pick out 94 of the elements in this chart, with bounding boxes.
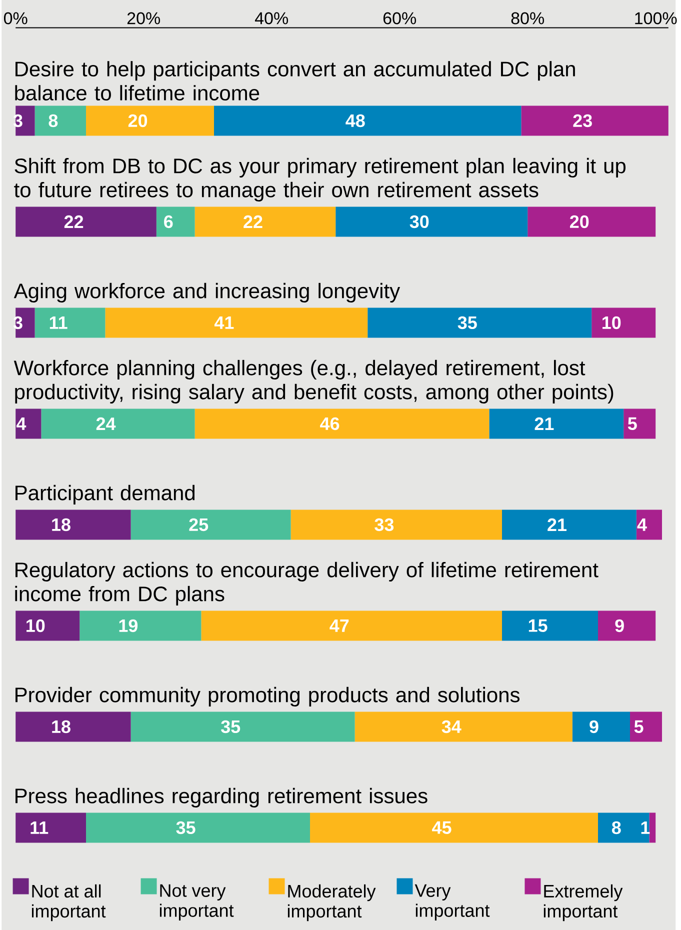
y-tick-label: Press headlines regarding retirement issues [16,788,428,808]
bar [130,712,355,742]
bar [368,308,592,338]
bar [502,510,637,540]
bar [624,408,656,439]
x-tick-label: 20% [128,12,160,24]
bar [201,610,502,641]
data-label: 30 [410,215,429,228]
data-label: 4 [637,518,648,531]
data-label: 35 [458,316,478,330]
y-tick-label: Aging workforce and increasing longevity [14,282,400,303]
data-label: 8 [48,114,58,128]
data-label: 20 [570,215,589,228]
data-label: 23 [573,114,592,128]
data-label: 34 [442,720,462,734]
legend-label: Not very important [160,884,234,921]
x-tick-label: 40% [255,12,288,24]
legend-label: Moderately important [288,884,376,922]
data-label: 22 [244,215,262,228]
y-tick-label: Provider community promoting products and solutions [16,686,520,707]
legend-label: Not at all important [32,884,106,922]
bar [310,812,598,843]
data-label: 9 [590,720,599,734]
bar [214,106,522,136]
bar [336,206,528,237]
bar [572,712,630,742]
bar [86,812,310,843]
data-label: 35 [221,720,240,734]
bar [16,206,157,237]
bar [354,712,573,742]
data-label: 5 [628,417,638,430]
y-tick-label: Shift from DB to DC as your primary retirement plan leaving it up to future retirees to manage their own retirement assets [14,158,626,202]
bar [34,106,86,136]
bar [489,408,624,439]
data-label: 33 [374,518,394,532]
bar [194,206,336,237]
x-tick-label: 80% [511,12,544,24]
bar [16,510,131,540]
bar [598,610,656,641]
data-label: 10 [26,619,45,632]
bar [630,712,662,742]
bar [41,408,195,439]
data-label: 18 [52,518,71,532]
data-label: 5 [634,720,644,733]
data-label: 35 [176,821,196,834]
data-label: 22 [64,215,84,228]
bar [528,206,656,237]
bar [592,308,656,338]
bar [598,812,650,843]
data-label: 46 [320,417,340,430]
data-label: 47 [330,620,349,632]
bar [156,206,195,237]
bar [105,308,368,338]
data-label: 4 [16,418,26,430]
data-label: 18 [52,720,71,734]
bar [130,510,291,540]
legend-label: Very important [414,884,490,921]
bar [502,610,598,641]
data-label: 41 [214,316,234,329]
data-label: 48 [346,114,366,128]
data-label: 19 [119,619,138,632]
bar [290,510,502,540]
bar [16,408,42,439]
bar [86,106,214,136]
legend-label: Extremely important [544,884,623,922]
bar [16,812,86,843]
y-tick-label: Workforce planning challenges (e.g., delayed retirement, lost productivity, rising salary and benefit costs, among other points) [14,360,614,404]
data-label: 11 [50,316,68,329]
data-label: 24 [96,417,116,430]
bar [34,308,106,338]
x-tick-label: 60% [384,12,416,24]
data-label: 21 [548,518,567,531]
bar [636,510,662,540]
bar [194,408,490,439]
x-tick-label: 0% [4,12,28,24]
y-tick-label: Regulatory actions to encourage delivery of lifetime retirement income from DC plans [15,562,598,606]
bar [521,106,669,136]
bar [16,712,131,742]
bar [80,610,202,641]
x-tick-label: 100% [635,12,677,24]
data-label: 9 [615,619,624,632]
data-label: 11 [30,822,48,834]
data-label: 21 [534,417,554,430]
data-label: 8 [612,821,622,834]
data-label: 25 [189,518,208,532]
data-label: 20 [128,114,148,128]
y-tick-label: Participant demand [16,484,195,505]
bar [649,812,656,843]
data-label: 15 [529,619,548,632]
data-label: 10 [602,316,621,330]
y-tick-label: Desire to help participants convert an accumulated DC plan balance to lifetime income [15,61,576,100]
data-label: 6 [164,215,173,228]
data-label: 45 [432,821,452,834]
bar [16,610,80,641]
